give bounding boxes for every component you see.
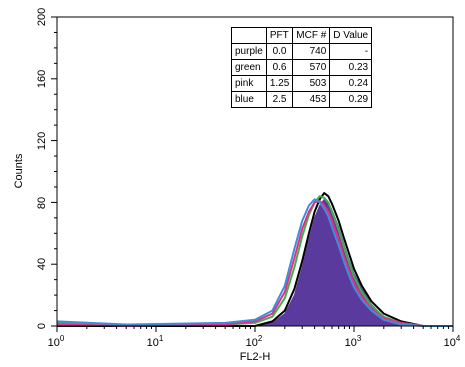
table-row: pink 1.25 503 0.24: [231, 75, 373, 92]
table-header-cell: [231, 27, 267, 44]
x-tick-label: 102: [246, 334, 263, 349]
table-header-cell: MCF #: [292, 27, 331, 44]
x-tick-label: 104: [444, 334, 461, 349]
table-cell-dvalue: 0.23: [329, 59, 373, 76]
table-cell-label: blue: [231, 91, 267, 108]
table-cell-pft: 0.0: [265, 43, 294, 60]
histogram-series-line: [56, 195, 453, 327]
table-cell-mcf: 740: [292, 43, 331, 60]
table-cell-label: green: [231, 59, 267, 76]
table-row: purple 0.0 740 -: [231, 43, 373, 60]
table-cell-pft: 0.6: [265, 59, 294, 76]
histogram-series-layer: [56, 192, 453, 327]
table-cell-dvalue: -: [329, 43, 373, 60]
table-cell-mcf: 570: [292, 59, 331, 76]
x-axis-title: FL2-H: [240, 351, 271, 363]
table-row: green 0.6 570 0.23: [231, 59, 373, 76]
table-header-row: PFT MCF # D Value: [231, 27, 373, 44]
x-tick-label: 101: [147, 334, 164, 349]
statistics-table: PFT MCF # D Value purple 0.0 740 - green…: [231, 27, 373, 108]
x-tick-label: 100: [48, 334, 65, 349]
y-tick-label: 160: [36, 70, 48, 88]
table-cell-label: pink: [231, 75, 267, 92]
table-header-cell: D Value: [329, 27, 373, 44]
histogram-series-line: [57, 192, 453, 327]
table-cell-label: purple: [231, 43, 267, 60]
histogram-series-line: [56, 199, 453, 327]
y-tick-label: 0: [36, 323, 48, 329]
y-axis-title: Counts: [13, 153, 25, 188]
y-tick-label: 120: [36, 132, 48, 150]
x-tick-label: 103: [345, 334, 362, 349]
y-tick-label: 80: [36, 197, 48, 209]
histogram-series-line: [56, 198, 453, 327]
table-cell-dvalue: 0.24: [329, 75, 373, 92]
table-header-cell: PFT: [265, 27, 294, 44]
axis-ticks: [51, 16, 454, 332]
histogram-series-fill: [57, 198, 453, 327]
table-cell-mcf: 503: [292, 75, 331, 92]
table-cell-pft: 2.5: [265, 91, 294, 108]
table-cell-dvalue: 0.29: [329, 91, 373, 108]
table-cell-mcf: 453: [292, 91, 331, 108]
y-tick-label: 200: [36, 8, 48, 26]
table-cell-pft: 1.25: [265, 75, 294, 92]
table-row: blue 2.5 453 0.29: [231, 91, 373, 108]
y-tick-label: 40: [36, 258, 48, 270]
